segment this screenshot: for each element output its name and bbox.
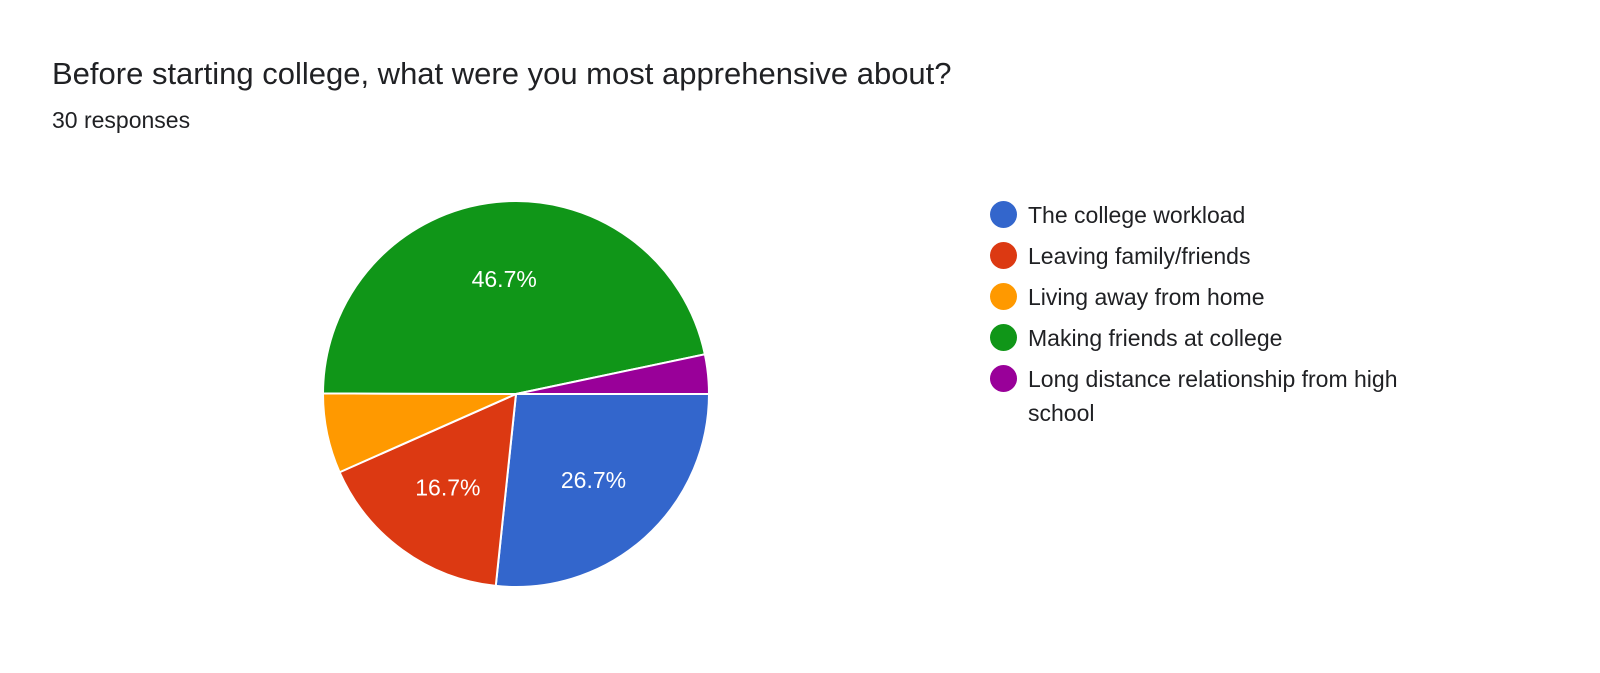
pie-labels: 26.7% 16.7% 46.7% xyxy=(415,266,626,501)
legend-label: Living away from home xyxy=(1028,284,1265,310)
pie-chart: 26.7% 16.7% 46.7% xyxy=(321,200,711,588)
pie-slice[interactable] xyxy=(321,200,707,396)
pie-slice[interactable] xyxy=(515,353,711,395)
legend-item: Living away from home xyxy=(990,280,1470,314)
pie-slice-label: 26.7% xyxy=(561,467,626,493)
legend-swatch xyxy=(990,283,1017,310)
legend-item: Long distance relationship from high sch… xyxy=(990,362,1470,430)
legend-item: Making friends at college xyxy=(990,321,1470,355)
legend-swatch xyxy=(990,324,1017,351)
pie-slice[interactable] xyxy=(494,393,711,588)
legend-swatch xyxy=(990,365,1017,392)
legend-swatch xyxy=(990,201,1017,228)
legend-swatch xyxy=(990,242,1017,269)
legend-label: Long distance relationship from high sch… xyxy=(1028,366,1398,426)
legend-label: Making friends at college xyxy=(1028,325,1283,351)
legend-label: Leaving family/friends xyxy=(1028,243,1251,269)
chart-legend: The college workload Leaving family/frien… xyxy=(990,198,1470,437)
question-title: Before starting college, what were you m… xyxy=(52,56,952,91)
pie-slice-label: 46.7% xyxy=(472,266,537,292)
pie-slices xyxy=(321,200,711,588)
legend-label: The college workload xyxy=(1028,202,1246,228)
pie-slice-label: 16.7% xyxy=(415,475,480,501)
pie-slice[interactable] xyxy=(338,392,518,588)
legend-item: Leaving family/friends xyxy=(990,239,1470,273)
response-count: 30 responses xyxy=(52,107,191,133)
legend-item: The college workload xyxy=(990,198,1470,232)
